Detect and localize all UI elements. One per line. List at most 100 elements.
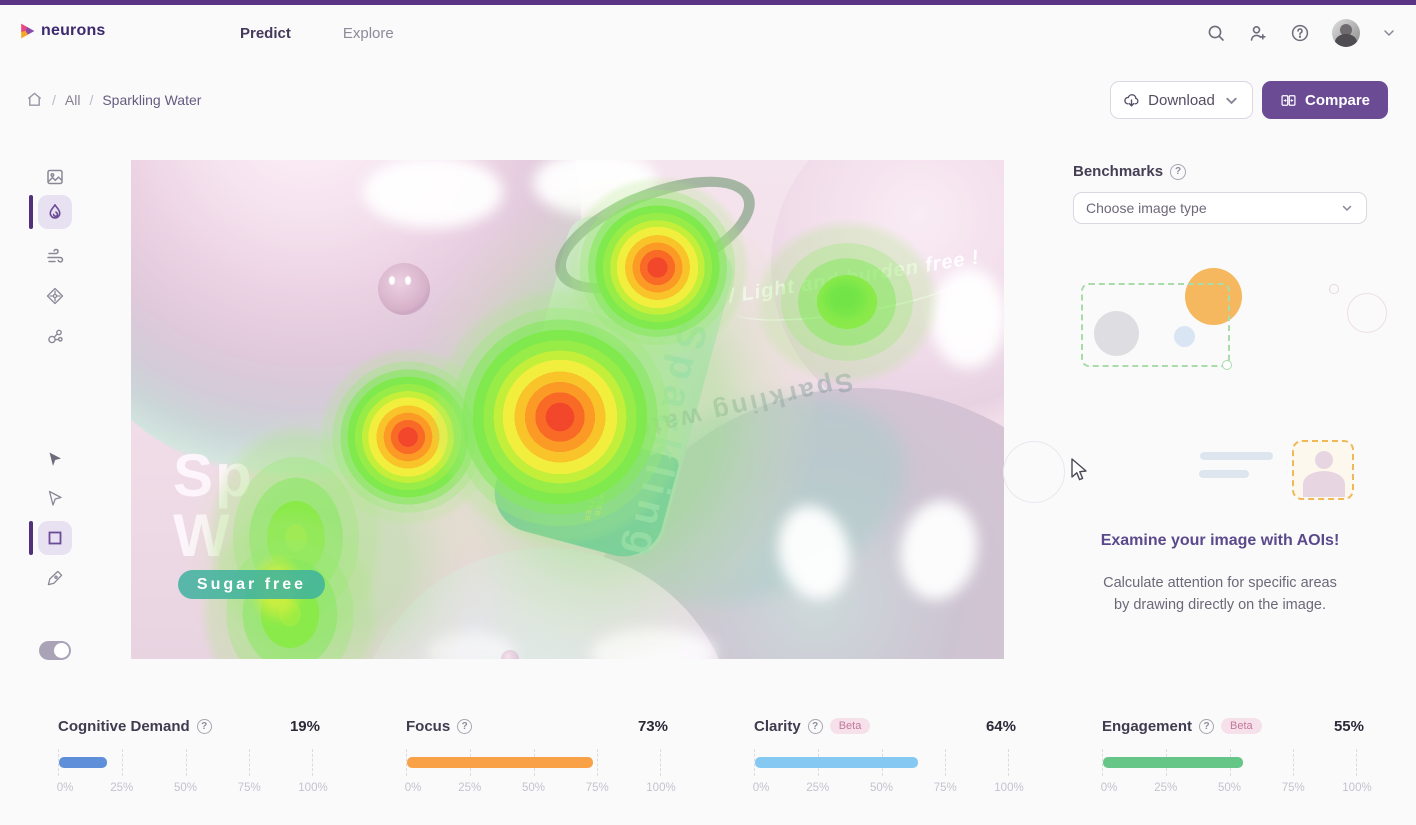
metric-value: 64% <box>985 717 1016 735</box>
metric-scale-labels: 0% 25% 50% 75% 100% <box>56 782 328 794</box>
benchmarks-help-icon[interactable] <box>1170 163 1187 180</box>
highlight <box>389 276 395 285</box>
tiny-bubble <box>501 650 519 659</box>
breadcrumb-all[interactable]: All <box>64 91 81 108</box>
dropdown-chevron-icon <box>1342 205 1352 212</box>
metric-value: 19% <box>289 717 320 735</box>
metric-scale <box>406 748 661 778</box>
metric-help-icon[interactable] <box>807 718 823 734</box>
header: neurons Predict Explore <box>0 5 1416 61</box>
metric-clarity: Clarity Beta 64% 0%25%50%75%100% <box>752 716 1024 797</box>
active-tool-indicator <box>29 521 33 555</box>
metric-help-icon[interactable] <box>1199 718 1215 734</box>
download-cloud-icon <box>1124 93 1139 107</box>
benchmarks-title: Benchmarks <box>1073 163 1164 180</box>
download-label: Download <box>1148 91 1215 109</box>
breadcrumb-separator: / <box>52 91 56 108</box>
benchmarks-title-row: Benchmarks <box>1073 163 1187 180</box>
selection-handle <box>1222 360 1232 370</box>
metric-name: Focus <box>406 717 451 735</box>
metric-engagement: Engagement Beta 55% 0%25%50%75%100% <box>1100 716 1372 797</box>
placeholder-line <box>1200 452 1273 460</box>
main-nav: Predict Explore <box>240 5 394 61</box>
breadcrumb: / All / Sparkling Water <box>26 91 201 108</box>
home-icon[interactable] <box>26 91 43 108</box>
active-tool-indicator <box>29 195 33 229</box>
download-chevron-icon <box>1226 97 1237 104</box>
metric-cognitive-demand: Cognitive Demand Beta 19% 0%25%50%75%100… <box>56 716 328 797</box>
metric-scale-labels: 0% 25% 50% 75% 100% <box>752 782 1024 794</box>
mouse-cursor <box>1071 458 1087 481</box>
compare-icon <box>1281 94 1296 106</box>
sugar-free-badge: Sugar free <box>178 570 325 599</box>
account-chevron-down-icon[interactable] <box>1382 26 1396 40</box>
metric-name: Cognitive Demand <box>58 717 190 735</box>
metric-help-icon[interactable] <box>457 718 473 734</box>
heat-hotspot <box>565 175 750 360</box>
metric-scale-labels: 0% 25% 50% 75% 100% <box>1100 782 1372 794</box>
top-accent-bar <box>0 0 1416 5</box>
pen-aoi-icon[interactable] <box>45 568 65 588</box>
brand-name: neurons <box>41 22 106 39</box>
active-tool-background <box>38 195 72 229</box>
invite-user-icon[interactable] <box>1248 23 1268 43</box>
brand-logo[interactable]: neurons <box>20 22 106 40</box>
highlight <box>931 268 1004 368</box>
aoi-promo-heading: Examine your image with AOIs! <box>1100 532 1340 549</box>
aoi-selection-illustration <box>1081 283 1230 367</box>
search-icon[interactable] <box>1206 23 1226 43</box>
highlight <box>405 276 411 285</box>
metric-value: 73% <box>637 717 668 735</box>
metric-help-icon[interactable] <box>196 718 212 734</box>
cursor-outline-icon[interactable] <box>45 488 65 508</box>
original-image-icon[interactable] <box>45 167 65 187</box>
gaze-plot-icon[interactable] <box>45 286 65 306</box>
illustration-circle <box>1185 268 1242 325</box>
metrics-row: Cognitive Demand Beta 19% 0%25%50%75%100… <box>56 716 1372 797</box>
rectangle-aoi-icon[interactable] <box>45 528 65 548</box>
download-button[interactable]: Download <box>1110 81 1253 119</box>
small-bubble <box>378 263 430 315</box>
decor-circle <box>1003 441 1065 503</box>
avatar-aoi-illustration <box>1292 440 1354 500</box>
metric-bar <box>1103 757 1244 768</box>
beta-badge: Beta <box>1221 718 1262 734</box>
placeholder-line <box>1199 470 1249 478</box>
highlight <box>363 160 503 228</box>
avatar[interactable] <box>1332 19 1360 47</box>
share-graph-icon[interactable] <box>45 326 65 346</box>
metric-scale <box>754 748 1009 778</box>
metric-bar <box>407 757 594 768</box>
cursor-filled-icon[interactable] <box>45 449 65 469</box>
decor-circle <box>1329 284 1339 294</box>
aoi-promo-text: Calculate attention for specific areas by… <box>1103 575 1337 613</box>
metric-focus: Focus Beta 73% 0%25%50%75%100% <box>404 716 676 797</box>
active-tool-background <box>38 521 72 555</box>
heatmap-icon[interactable] <box>45 202 65 222</box>
nav-explore[interactable]: Explore <box>342 24 394 42</box>
metric-name: Engagement <box>1102 717 1193 735</box>
breadcrumb-current: Sparkling Water <box>102 91 202 108</box>
heatmap-overlay-toggle[interactable] <box>39 641 71 660</box>
metric-bar <box>755 757 919 768</box>
decor-circle <box>1347 293 1387 333</box>
illustration-circle <box>1174 326 1195 347</box>
compare-button[interactable]: Compare <box>1262 81 1388 119</box>
beta-badge: Beta <box>829 718 871 734</box>
neurons-logo-icon <box>21 23 35 39</box>
image-type-dropdown[interactable]: Choose image type <box>1073 192 1367 224</box>
breadcrumb-separator: / <box>89 91 94 108</box>
metric-value: 55% <box>1333 717 1364 735</box>
compare-label: Compare <box>1304 91 1371 109</box>
heatmap-canvas[interactable]: Water Sparkling MAKE WATERTASTE BETTER S… <box>131 160 1004 659</box>
metric-bar <box>59 757 108 768</box>
nav-predict[interactable]: Predict <box>240 24 291 42</box>
metric-scale <box>1102 748 1357 778</box>
metric-scale-labels: 0% 25% 50% 75% 100% <box>404 782 676 794</box>
heat-core <box>819 276 871 322</box>
image-type-placeholder: Choose image type <box>1086 200 1207 216</box>
help-icon[interactable] <box>1290 23 1310 43</box>
metric-scale <box>58 748 313 778</box>
metric-name: Clarity <box>754 717 801 735</box>
fog-map-icon[interactable] <box>45 247 65 267</box>
